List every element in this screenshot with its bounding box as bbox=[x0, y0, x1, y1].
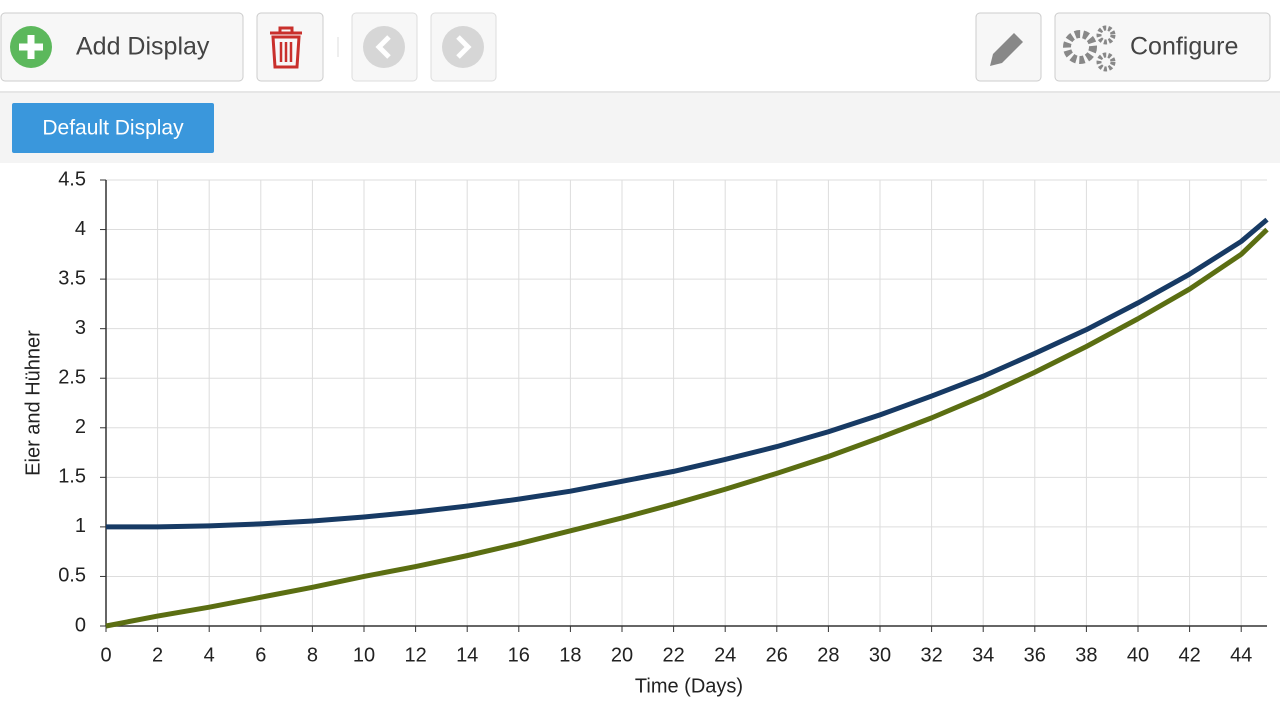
button-label: Configure bbox=[1130, 33, 1238, 61]
x-tick-label: 20 bbox=[611, 644, 633, 666]
y-tick-label: 4.5 bbox=[58, 168, 86, 190]
edit-button[interactable] bbox=[975, 12, 1042, 82]
x-tick-label: 10 bbox=[353, 644, 375, 666]
x-tick-label: 8 bbox=[307, 644, 318, 666]
y-tick-label: 2.5 bbox=[58, 367, 86, 389]
x-tick-label: 36 bbox=[1024, 644, 1046, 666]
x-tick-label: 42 bbox=[1178, 644, 1200, 666]
x-tick-label: 6 bbox=[255, 644, 266, 666]
x-tick-label: 28 bbox=[817, 644, 839, 666]
display-tab[interactable]: Default Display bbox=[12, 103, 214, 153]
x-tick-label: 26 bbox=[766, 644, 788, 666]
tab-label: Default Display bbox=[42, 117, 184, 140]
x-tick-label: 32 bbox=[920, 644, 942, 666]
x-tick-label: 2 bbox=[152, 644, 163, 666]
x-tick-label: 16 bbox=[508, 644, 530, 666]
x-axis-label: Time (Days) bbox=[635, 675, 743, 697]
y-tick-label: 0.5 bbox=[58, 565, 86, 587]
line-series bbox=[105, 227, 1269, 629]
x-tick-label: 18 bbox=[559, 644, 581, 666]
y-tick-label: 1 bbox=[75, 515, 86, 537]
x-tick-label: 34 bbox=[972, 644, 994, 666]
next-button[interactable] bbox=[430, 12, 497, 82]
y-tick-label: 2 bbox=[75, 416, 86, 438]
x-tick-label: 14 bbox=[456, 644, 478, 666]
x-tick-label: 30 bbox=[869, 644, 891, 666]
y-tick-label: 4 bbox=[75, 218, 86, 240]
y-tick-label: 3 bbox=[75, 317, 86, 339]
configure-button[interactable]: Configure bbox=[1054, 12, 1271, 82]
y-tick-label: 3.5 bbox=[58, 267, 86, 289]
y-axis-label: Eier and Hühner bbox=[22, 330, 44, 476]
x-tick-label: 4 bbox=[204, 644, 215, 666]
x-tick-label: 24 bbox=[714, 644, 736, 666]
x-tick-label: 0 bbox=[100, 644, 111, 666]
add-display-button[interactable]: Add Display bbox=[0, 12, 244, 82]
line-series bbox=[106, 217, 1269, 530]
y-tick-label: 1.5 bbox=[58, 466, 86, 488]
button-label: Add Display bbox=[76, 33, 210, 61]
y-tick-label: 0 bbox=[75, 614, 86, 636]
delete-button[interactable] bbox=[256, 12, 324, 82]
x-tick-label: 40 bbox=[1127, 644, 1149, 666]
x-tick-label: 22 bbox=[662, 644, 684, 666]
x-tick-label: 12 bbox=[404, 644, 426, 666]
previous-button[interactable] bbox=[351, 12, 418, 82]
x-tick-label: 38 bbox=[1075, 644, 1097, 666]
x-tick-label: 44 bbox=[1230, 644, 1252, 666]
